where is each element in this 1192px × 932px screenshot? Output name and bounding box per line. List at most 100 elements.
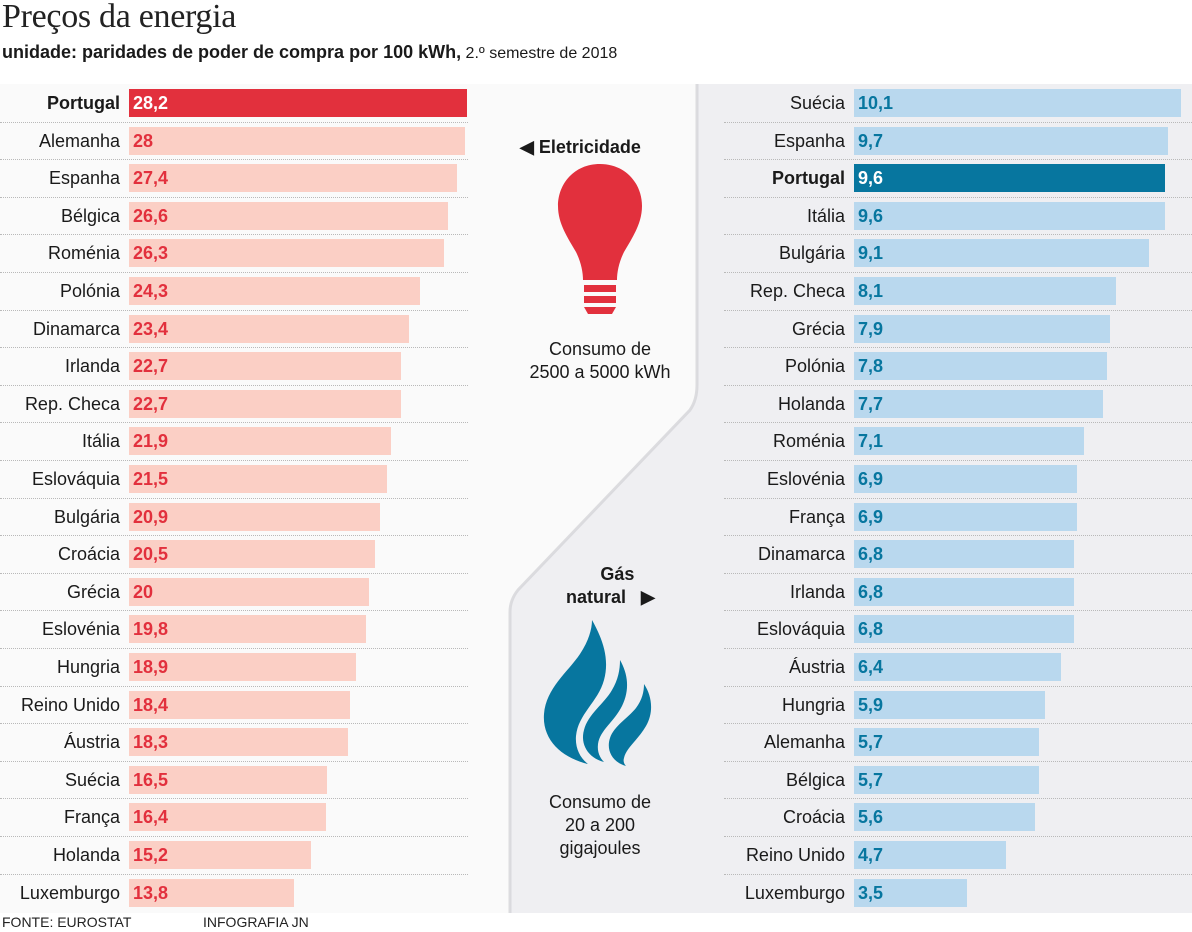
bar [854,615,1075,644]
bar [854,389,1104,418]
data-label: 7,1 [858,431,884,452]
category-label: Reino Unido [20,694,120,715]
data-label: 6,4 [858,657,884,677]
bar [854,314,1110,343]
data-label: 3,5 [858,882,884,903]
bar [854,89,1181,117]
category-label: Dinamarca [757,544,845,565]
bar-row: Polónia 7,8 [710,348,1192,386]
row-separator [724,723,1192,725]
row-separator [724,234,1192,236]
category-label: Eslováquia [31,469,120,489]
data-label: 19,8 [133,619,169,640]
category-label: Roménia [772,431,845,452]
credit-note: INFOGRAFIA JN [203,914,309,930]
arrow-right-icon: ▶ [641,587,655,607]
data-label: 26,3 [133,243,169,264]
bar [854,540,1075,569]
bar-row: Alemanha 28 [0,123,478,161]
category-label: Croácia [57,544,120,565]
bar-row: Luxemburgo 13,8 [0,875,478,913]
bar [854,201,1165,230]
data-label: 27,4 [133,168,169,189]
category-label: Reino Unido [745,845,845,865]
bar [129,502,380,531]
category-label: Holanda [52,845,120,865]
data-label: 18,9 [133,657,169,677]
bar [129,577,369,606]
flame-icon [543,620,652,766]
data-label: 21,5 [133,469,169,489]
category-label: Itália [81,431,120,452]
row-separator [724,535,1192,537]
category-label: Espanha [48,168,120,189]
bar-row: Bélgica 26,6 [0,198,478,236]
bar [854,126,1169,155]
bar [129,465,387,493]
bar-row: Reino Unido 4,7 [710,837,1192,875]
bar [854,765,1039,794]
category-label: Áustria [788,657,845,677]
arrow-left-icon: ◀ [520,137,534,157]
gas-consumption-line2: 20 a 200 [564,815,636,835]
bar [854,728,1039,757]
row-separator [0,159,468,161]
bar-row: Croácia 20,5 [0,536,478,574]
row-separator [724,685,1192,687]
bar-row: Áustria 6,4 [710,649,1192,687]
bar [129,352,402,381]
bar [129,841,312,869]
data-label: 7,8 [858,356,884,377]
bar [129,126,465,155]
data-label: 5,7 [858,732,884,753]
row-separator [724,384,1192,386]
bar [129,765,327,794]
gas-label-line2-text: natural [566,587,627,607]
category-label: Luxemburgo [744,882,845,903]
bar [854,277,1117,305]
gas-consumption-line3: gigajoules [559,838,641,858]
row-separator [724,835,1192,837]
row-separator [0,572,468,574]
bar-row: Roménia 7,1 [710,423,1192,461]
data-label: 28,2 [133,93,169,113]
electricity-legend: ◀ Eletricidade [520,136,641,159]
bar [129,314,410,343]
bar-row: Itália 9,6 [710,198,1192,236]
category-label: Eslovénia [41,619,120,640]
category-label: Suécia [789,93,845,113]
data-label: 9,7 [858,130,884,151]
bar-row: Eslovénia 6,9 [710,461,1192,499]
bar [129,540,375,569]
row-separator [724,572,1192,574]
data-label: 16,5 [133,769,169,790]
row-separator [0,309,468,311]
data-label: 9,6 [858,168,884,189]
data-label: 6,9 [858,469,884,489]
bar-row: Alemanha 5,7 [710,724,1192,762]
bar-row: Bulgária 9,1 [710,235,1192,273]
bar-row: França 6,9 [710,499,1192,537]
data-label: 20,5 [133,544,169,565]
bar [129,803,326,832]
row-separator [724,196,1192,198]
data-label: 18,4 [133,694,169,715]
category-label: Alemanha [38,130,120,151]
category-label: Croácia [782,807,845,828]
category-label: Rep. Checa [749,281,845,301]
row-separator [0,459,468,461]
bar-row: Roménia 26,3 [0,235,478,273]
bar-row: Grécia 7,9 [710,311,1192,349]
row-separator [0,873,468,875]
data-label: 5,6 [858,807,884,828]
row-separator [0,271,468,273]
bar [854,465,1078,493]
data-label: 20 [133,581,154,602]
category-label: Roménia [47,243,120,264]
row-separator [724,497,1192,499]
category-label: Bélgica [785,769,845,790]
gas-label-line2: natural ▶ [566,586,655,609]
category-label: França [63,807,120,828]
data-label: 22,7 [133,356,169,377]
bar-row: Irlanda 22,7 [0,348,478,386]
